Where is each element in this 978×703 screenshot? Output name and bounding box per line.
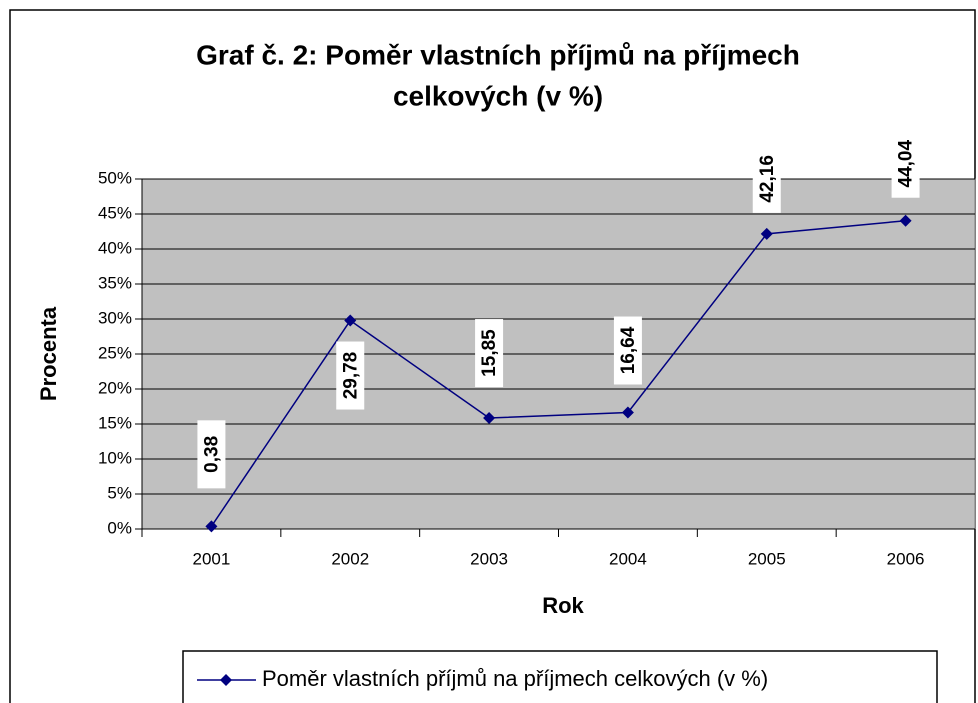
x-tick-label: 2004 bbox=[609, 549, 647, 568]
legend-box bbox=[182, 650, 938, 703]
data-label-bg bbox=[336, 341, 365, 410]
chart-title: celkových (v %) bbox=[393, 80, 603, 111]
data-label-group: 29,78 bbox=[336, 341, 365, 410]
y-tick-label: 45% bbox=[98, 203, 132, 222]
data-label-bg bbox=[891, 129, 920, 198]
y-tick-label: 20% bbox=[98, 378, 132, 397]
y-tick-label: 15% bbox=[98, 413, 132, 432]
x-tick-label: 2003 bbox=[470, 549, 508, 568]
data-label-bg bbox=[613, 316, 642, 385]
legend-label: Poměr vlastních příjmů na příjmech celko… bbox=[262, 666, 768, 691]
data-label-group: 44,04 bbox=[891, 129, 920, 198]
data-label-group: 16,64 bbox=[613, 316, 642, 385]
x-tick-label: 2002 bbox=[331, 549, 369, 568]
y-tick-label: 25% bbox=[98, 343, 132, 362]
x-tick-label: 2005 bbox=[748, 549, 786, 568]
data-label-bg bbox=[475, 319, 504, 388]
y-tick-label: 40% bbox=[98, 238, 132, 257]
data-point bbox=[760, 227, 773, 240]
y-tick-label: 30% bbox=[98, 308, 132, 327]
data-label-group: 15,85 bbox=[475, 319, 504, 388]
y-tick-label: 50% bbox=[98, 168, 132, 187]
chart-title: Graf č. 2: Poměr vlastních příjmů na pří… bbox=[196, 39, 800, 70]
data-label-bg bbox=[197, 420, 226, 489]
data-point bbox=[344, 314, 357, 327]
x-tick-label: 2006 bbox=[887, 549, 925, 568]
y-axis-title: Procenta bbox=[36, 306, 61, 401]
data-point bbox=[483, 412, 496, 425]
data-point bbox=[621, 406, 634, 419]
data-label: 0,38 bbox=[201, 436, 222, 473]
data-point bbox=[205, 520, 218, 533]
data-label-group: 42,16 bbox=[752, 144, 781, 213]
y-tick-label: 35% bbox=[98, 273, 132, 292]
data-label-group: 0,38 bbox=[197, 420, 226, 489]
data-label: 15,85 bbox=[479, 329, 500, 377]
legend-marker bbox=[220, 674, 232, 686]
y-tick-label: 5% bbox=[107, 483, 132, 502]
data-label: 29,78 bbox=[340, 352, 361, 400]
data-label-bg bbox=[752, 144, 781, 213]
data-label: 44,04 bbox=[896, 140, 917, 188]
x-tick-label: 2001 bbox=[193, 549, 231, 568]
data-point bbox=[899, 214, 912, 227]
data-label: 16,64 bbox=[618, 326, 639, 374]
y-tick-label: 10% bbox=[98, 448, 132, 467]
y-tick-label: 0% bbox=[107, 518, 132, 537]
data-label: 42,16 bbox=[757, 155, 778, 203]
series-line bbox=[210, 219, 906, 527]
x-axis-title: Rok bbox=[542, 593, 584, 618]
